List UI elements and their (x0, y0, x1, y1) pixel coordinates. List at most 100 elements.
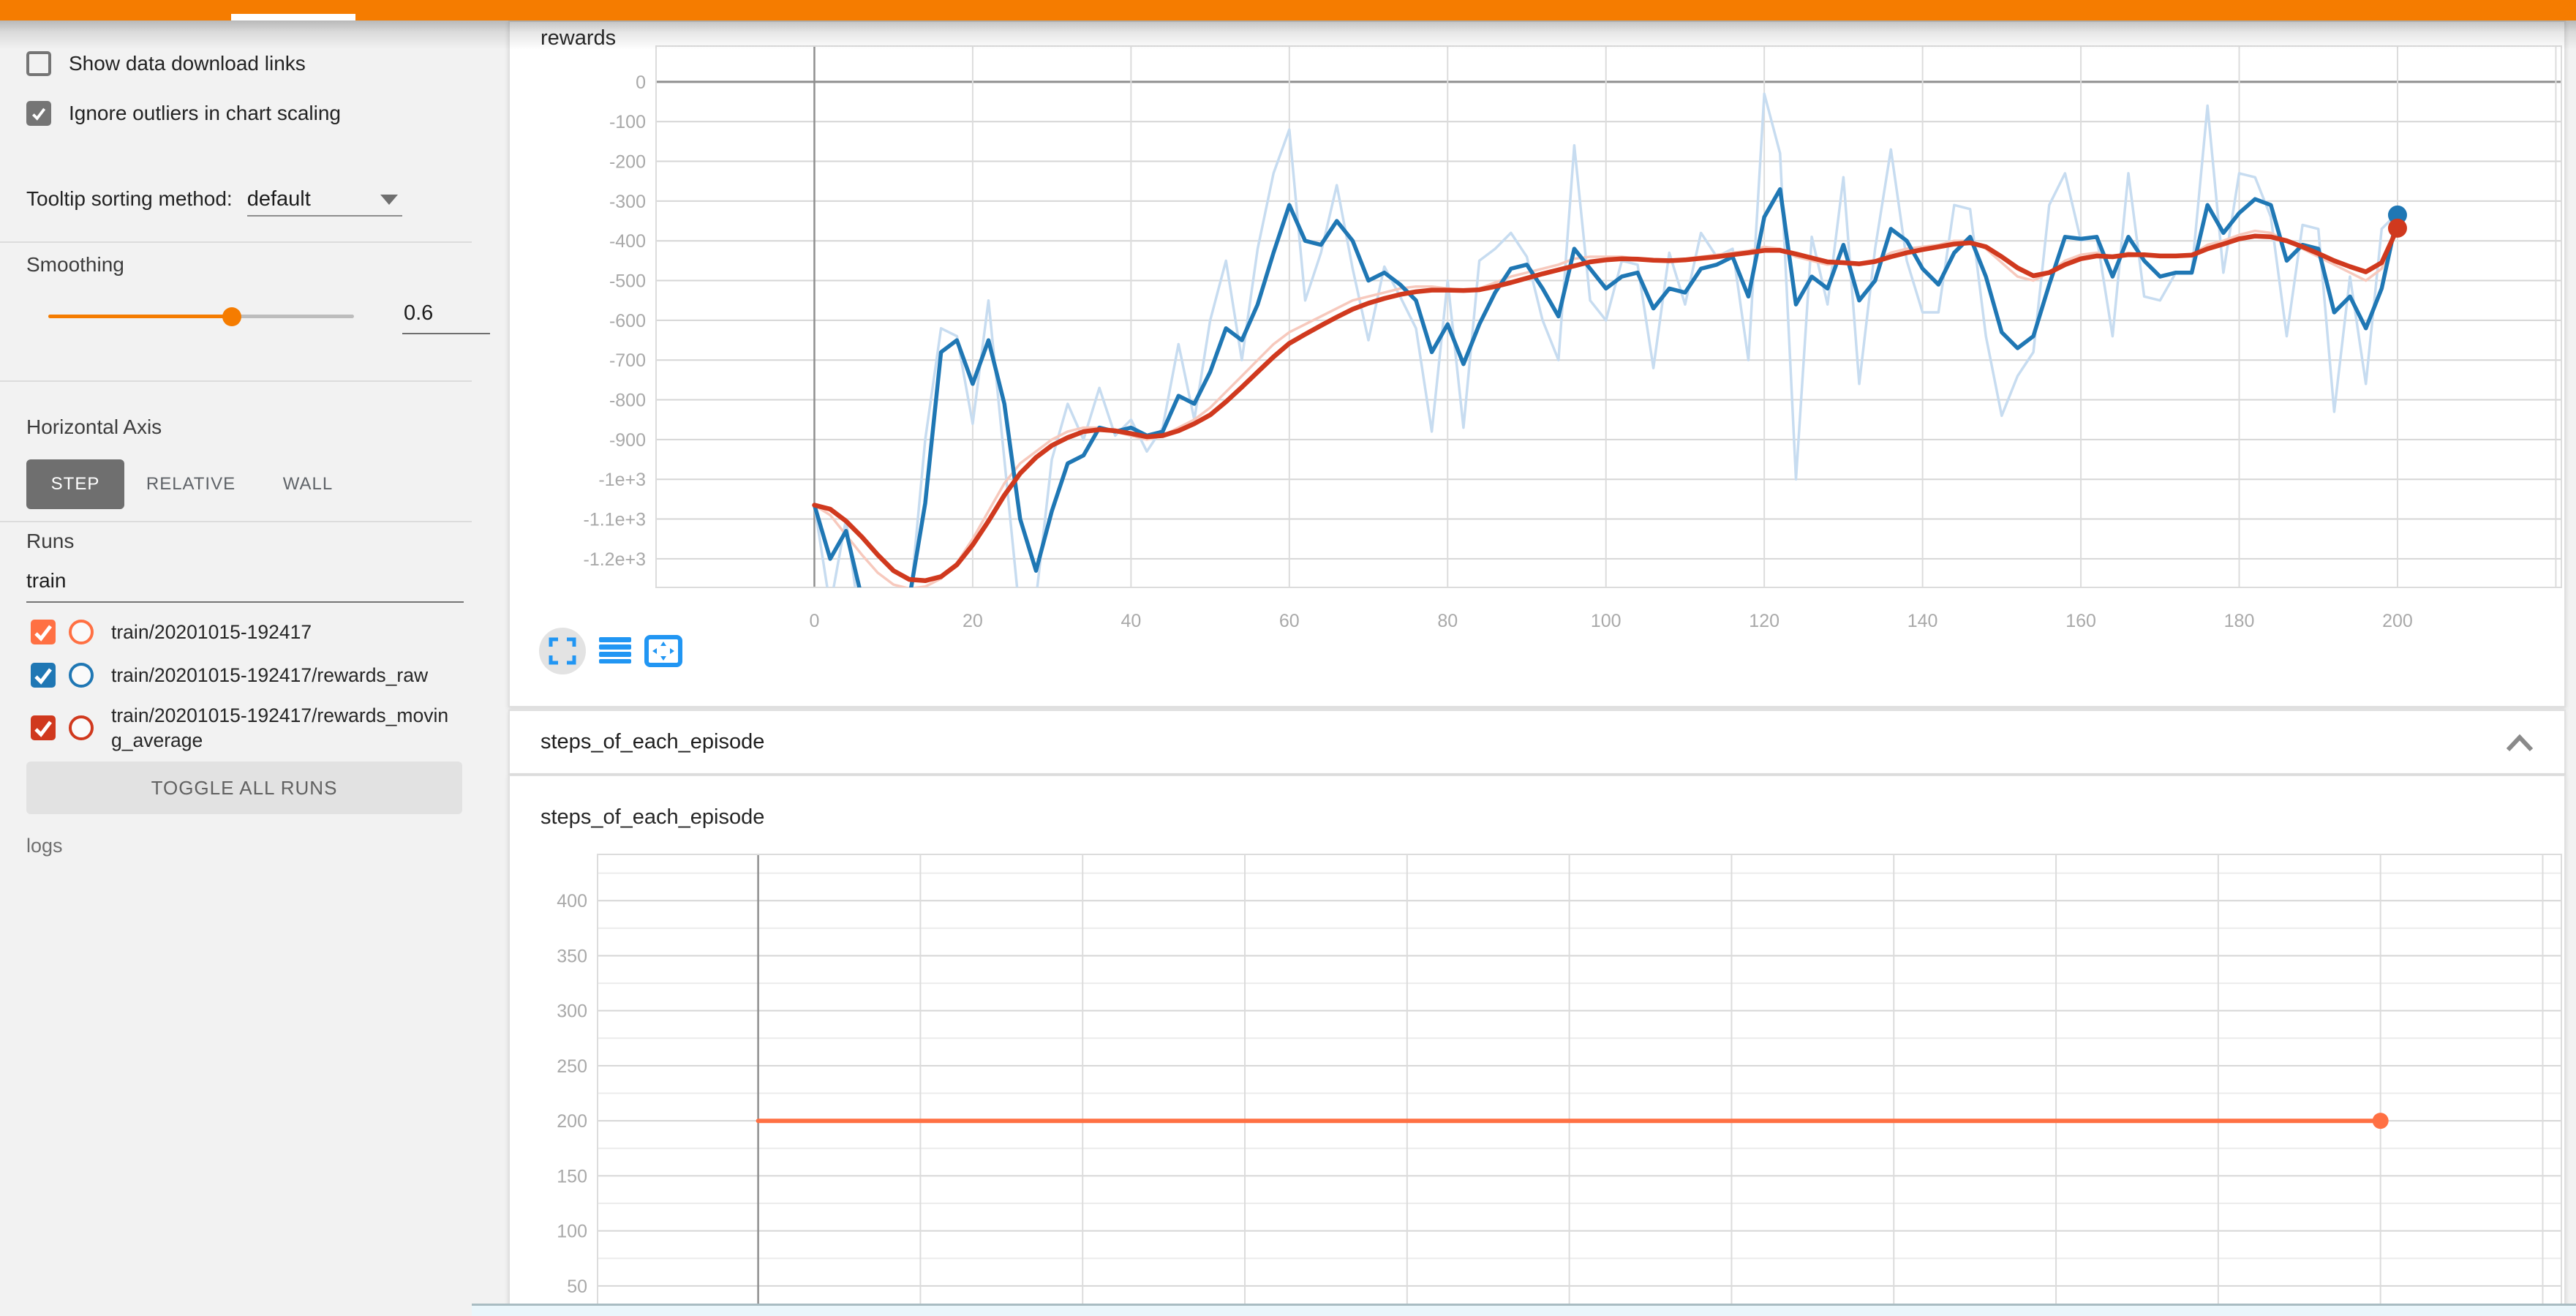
runs-label: Runs (26, 530, 75, 552)
horizontal-scrollbar[interactable] (472, 1304, 2576, 1316)
main-content: rewards 0 -100 -200 -300 -400 -500 -600 -700 -80… (508, 0, 2566, 1314)
x-tick-label: 160 (2065, 611, 2096, 631)
x-tick-label: 120 (1749, 611, 1780, 631)
y-tick-label: 100 (557, 1222, 587, 1242)
steps-card: steps_of_each_episode 50 100 150 200 250 300 3… (508, 775, 2566, 1314)
run-list-item: train/20201015-192417 (26, 617, 472, 647)
checkbox-checked[interactable] (26, 101, 51, 126)
y-tick-label: -1.1e+3 (584, 510, 647, 530)
x-tick-label: 180 (2224, 611, 2255, 631)
runs-list: train/20201015-192417 train/20201015-1924… (26, 617, 472, 753)
toggle-all-runs-button[interactable]: TOGGLE ALL RUNS (26, 762, 462, 814)
run-name: train/20201015-192417/rewards_moving_ave… (111, 704, 449, 751)
series-end-dot (2387, 218, 2407, 238)
y-tick-label: -300 (609, 192, 646, 212)
plot-border (597, 854, 2562, 1312)
checkbox-unchecked[interactable] (26, 51, 51, 76)
option-checkboxes: Show data download links Ignore outliers … (26, 20, 472, 129)
y-tick-label: -500 (609, 271, 646, 292)
y-tick-label: -900 (609, 430, 646, 451)
option-label[interactable]: Ignore outliers in chart scaling (69, 102, 341, 124)
y-tick-label: -600 (609, 311, 646, 331)
active-tab-indicator (231, 14, 355, 20)
run-list-item: train/20201015-192417/rewards_moving_ave… (26, 703, 472, 753)
fit-domain-icon[interactable] (644, 635, 682, 667)
run-name: train/20201015-192417 (111, 621, 312, 643)
run-radio[interactable] (69, 663, 94, 688)
bars-icon[interactable] (599, 636, 631, 666)
run-checkbox[interactable] (31, 663, 56, 688)
slider-fill (48, 315, 232, 318)
rewards-chart-canvas[interactable]: 0 -100 -200 -300 -400 -500 -600 -700 -800 -900 -1e… (510, 22, 2564, 706)
divider (0, 380, 472, 382)
series-line (812, 187, 2400, 587)
tooltip-sorting-dropdown[interactable]: default (246, 183, 402, 217)
section-header-steps[interactable]: steps_of_each_episode (508, 710, 2566, 775)
caret-down-icon (380, 195, 398, 205)
plot-border (655, 45, 2562, 588)
run-checkbox[interactable] (31, 620, 56, 644)
axis-option-wall[interactable]: WALL (268, 459, 348, 509)
y-tick-label: 50 (567, 1276, 587, 1297)
smoothing-slider-knob[interactable] (222, 307, 241, 326)
logs-label: logs (26, 835, 63, 857)
horizontal-axis-button-group: STEP RELATIVE WALL (26, 459, 472, 509)
run-list-item: train/20201015-192417/rewards_raw (26, 660, 472, 691)
steps-chart-title: steps_of_each_episode (541, 805, 765, 829)
y-tick-label: -1e+3 (598, 470, 646, 490)
y-tick-label: -400 (609, 231, 646, 252)
smoothing-label: Smoothing (26, 253, 124, 276)
y-tick-label: -100 (609, 112, 646, 132)
x-tick-label: 100 (1591, 611, 1622, 631)
series-end-dot (2387, 205, 2407, 225)
run-radio[interactable] (69, 715, 94, 740)
option-label[interactable]: Show data download links (69, 52, 306, 75)
y-tick-label: -800 (609, 391, 646, 411)
y-tick-label: 300 (557, 1001, 587, 1022)
y-tick-label: 350 (557, 946, 587, 966)
y-tick-label: 0 (636, 72, 646, 93)
rewards-card: rewards 0 -100 -200 -300 -400 -500 -600 -700 -80… (508, 20, 2566, 707)
chevron-up-icon[interactable] (2503, 727, 2537, 761)
smoothing-value-input[interactable] (402, 301, 490, 334)
x-tick-label: 200 (2382, 611, 2413, 631)
y-tick-label: 400 (557, 891, 587, 911)
x-tick-label: 0 (809, 611, 819, 631)
tooltip-sorting-row: Tooltip sorting method: default (26, 183, 472, 217)
sidebar: Show data download links Ignore outliers … (0, 20, 490, 1314)
app-header-bar (0, 0, 2576, 20)
smoothing-row (26, 301, 490, 339)
run-checkbox[interactable] (31, 715, 56, 740)
card-toolbar (539, 628, 682, 674)
smoothing-slider[interactable] (48, 301, 354, 332)
axis-option-step[interactable]: STEP (26, 459, 124, 509)
y-tick-label: 250 (557, 1056, 587, 1077)
tooltip-sorting-label: Tooltip sorting method: (26, 187, 233, 210)
option-row: Show data download links (26, 48, 472, 79)
x-tick-label: 80 (1437, 611, 1458, 631)
tooltip-sorting-value: default (246, 187, 311, 211)
run-radio[interactable] (69, 620, 94, 644)
section-title: steps_of_each_episode (541, 730, 765, 753)
divider (0, 521, 472, 522)
x-tick-label: 40 (1121, 611, 1141, 631)
y-tick-label: 200 (557, 1111, 587, 1132)
x-tick-label: 20 (963, 611, 983, 631)
x-tick-label: 60 (1279, 611, 1300, 631)
option-row: Ignore outliers in chart scaling (26, 98, 472, 129)
steps-chart-canvas[interactable]: 50 100 150 200 250 300 350 400 (510, 776, 2564, 1312)
horizontal-axis-label: Horizontal Axis (26, 416, 162, 438)
series-end-dot (2372, 1113, 2389, 1129)
y-tick-label: -200 (609, 152, 646, 173)
rewards-chart-title: rewards (541, 26, 617, 50)
x-tick-label: 140 (1907, 611, 1938, 631)
y-tick-label: 150 (557, 1166, 587, 1187)
slider-track[interactable] (48, 315, 354, 318)
y-tick-label: -1.2e+3 (584, 549, 647, 570)
y-tick-label: -700 (609, 350, 646, 371)
runs-filter-input[interactable] (26, 569, 464, 603)
axis-option-relative[interactable]: RELATIVE (136, 459, 246, 509)
expand-icon[interactable] (539, 628, 586, 674)
divider (0, 241, 472, 243)
series-line (812, 225, 2400, 584)
